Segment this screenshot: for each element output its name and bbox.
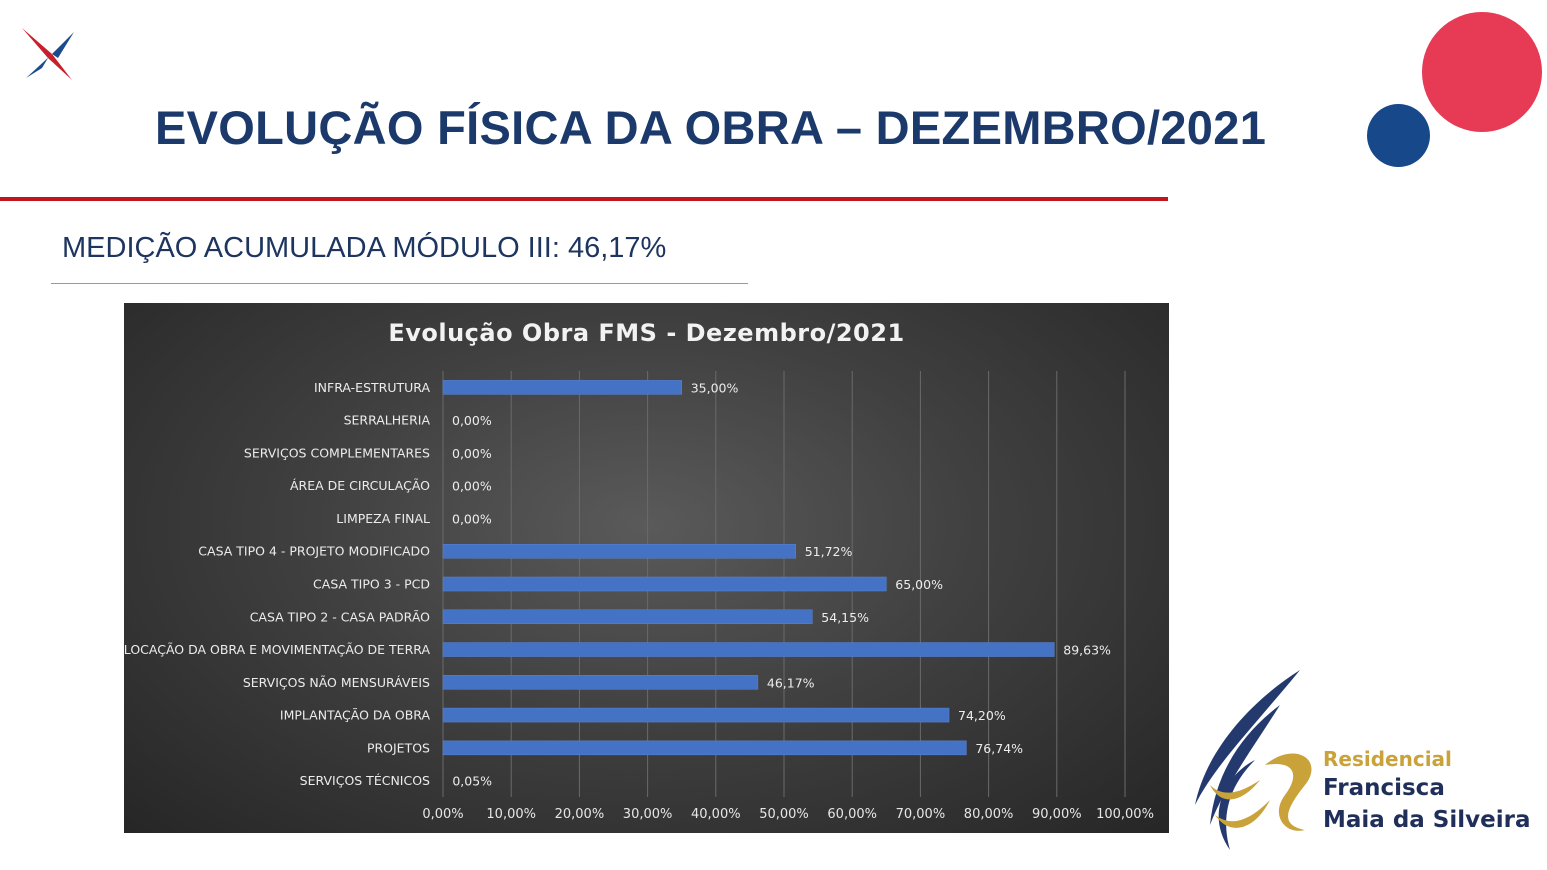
bar [442, 675, 759, 690]
x-tick-label: 20,00% [555, 807, 605, 822]
data-label: 65,00% [895, 577, 943, 592]
x-tick-label: 90,00% [1032, 807, 1082, 822]
x-tick-label: 0,00% [422, 807, 463, 822]
data-label: 35,00% [691, 380, 739, 395]
x-tick-label: 10,00% [486, 807, 536, 822]
category-label: LIMPEZA FINAL [336, 511, 430, 526]
category-label: LOCAÇÃO DA OBRA E MOVIMENTAÇÃO DE TERRA [124, 642, 430, 657]
category-label: SERVIÇOS TÉCNICOS [300, 773, 430, 788]
category-label: INFRA-ESTRUTURA [314, 380, 430, 395]
chart-plot: 0,00% 10,00% 20,00% 30,00% 40,00% 50,00% 60,00… [124, 371, 1154, 822]
data-label: 46,17% [767, 675, 815, 690]
bar [442, 740, 967, 756]
category-label: SERRALHERIA [344, 413, 431, 428]
page-title: EVOLUÇÃO FÍSICA DA OBRA – DEZEMBRO/2021 [155, 101, 1267, 154]
data-label: 74,20% [958, 708, 1006, 723]
bar [442, 642, 1055, 657]
brand-line-1: Residencial [1323, 747, 1452, 771]
bar [442, 609, 813, 625]
residencial-logo-icon [1195, 670, 1312, 850]
data-label: 0,05% [452, 774, 492, 789]
data-label: 0,00% [452, 413, 492, 428]
data-label: 0,00% [452, 446, 492, 461]
bar [442, 543, 796, 559]
bar [442, 380, 682, 395]
x-tick-label: 40,00% [691, 807, 741, 822]
data-label: 0,00% [452, 511, 492, 526]
category-label: ÁREA DE CIRCULAÇÃO [290, 478, 430, 493]
category-label: IMPLANTAÇÃO DA OBRA [280, 708, 431, 723]
x-tick-label: 80,00% [964, 807, 1014, 822]
category-label: PROJETOS [367, 740, 430, 755]
bar [442, 576, 887, 592]
brand-line-3: Maia da Silveira [1323, 807, 1531, 833]
subtitle-divider [51, 283, 748, 284]
x-tick-label: 100,00% [1096, 807, 1154, 822]
x-tick-label: 70,00% [896, 807, 946, 822]
category-label: CASA TIPO 2 - CASA PADRÃO [250, 609, 430, 624]
brand-line-2: Francisca [1323, 775, 1445, 801]
category-label: CASA TIPO 3 - PCD [313, 577, 430, 592]
data-label: 76,74% [975, 741, 1023, 756]
category-label: CASA TIPO 4 - PROJETO MODIFICADO [198, 544, 430, 559]
data-label: 54,15% [821, 610, 869, 625]
progress-chart: Evolução Obra FMS - Dezembro/2021 0,00% 1… [124, 303, 1169, 833]
decorative-red-circle [1422, 12, 1542, 132]
data-label: 0,00% [452, 479, 492, 494]
x-tick-label: 30,00% [623, 807, 673, 822]
decorative-blue-circle [1367, 104, 1430, 167]
company-logo-icon [22, 28, 76, 80]
accumulated-measurement-label: MEDIÇÃO ACUMULADA MÓDULO III: 46,17% [62, 232, 667, 264]
category-label: SERVIÇOS COMPLEMENTARES [244, 445, 430, 460]
data-label: 51,72% [805, 544, 853, 559]
category-label: SERVIÇOS NÃO MENSURÁVEIS [243, 675, 430, 690]
title-divider [0, 197, 1168, 201]
x-tick-label: 50,00% [759, 807, 809, 822]
x-tick-label: 60,00% [827, 807, 877, 822]
chart-title: Evolução Obra FMS - Dezembro/2021 [388, 319, 905, 347]
data-label: 89,63% [1063, 643, 1111, 658]
bar [442, 707, 950, 723]
